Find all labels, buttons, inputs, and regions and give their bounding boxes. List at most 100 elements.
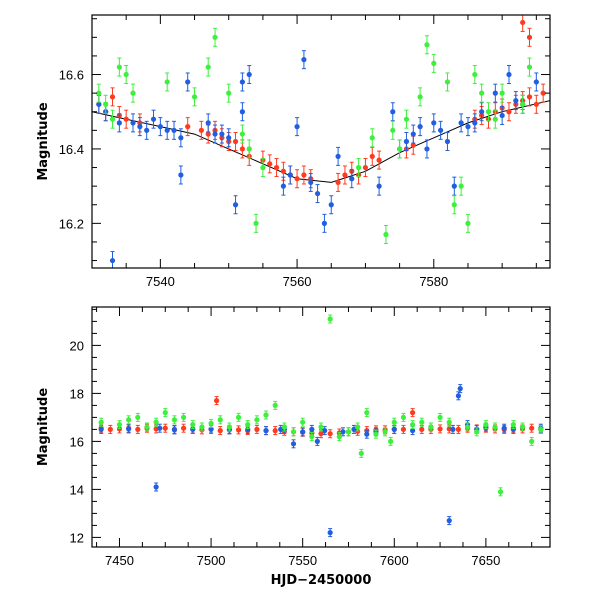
data-point-green-13: [253, 213, 259, 233]
data-point-green-5: [130, 83, 136, 103]
data-marker: [322, 428, 328, 434]
data-marker: [267, 161, 273, 167]
data-marker: [157, 124, 163, 130]
data-marker: [246, 146, 252, 152]
data-marker: [424, 42, 430, 48]
data-point-green-20: [290, 427, 297, 437]
data-marker: [410, 428, 416, 434]
data-marker: [245, 422, 251, 428]
data-point-green-26: [458, 176, 464, 196]
data-point-red-48: [529, 423, 535, 433]
data-point-blue-21: [246, 65, 252, 85]
data-marker: [181, 425, 187, 431]
data-marker: [199, 424, 205, 430]
data-marker: [153, 484, 159, 490]
data-marker: [239, 79, 245, 85]
data-point-green-11: [208, 418, 214, 428]
data-point-green-47: [529, 436, 535, 446]
data-point-green-21: [417, 87, 423, 107]
data-marker: [345, 429, 352, 435]
data-point-green-30: [485, 102, 492, 122]
data-marker: [239, 109, 245, 115]
data-marker: [246, 71, 252, 78]
data-point-blue-4: [130, 113, 136, 133]
data-point-blue-29: [328, 195, 334, 215]
data-marker: [98, 419, 104, 425]
data-point-green-33: [391, 417, 397, 427]
data-marker: [190, 422, 196, 428]
data-marker: [335, 153, 341, 159]
data-marker: [135, 414, 141, 420]
data-point-blue-9: [164, 120, 170, 140]
data-marker: [492, 424, 498, 430]
data-point-red-2: [109, 87, 116, 107]
data-marker: [520, 101, 526, 107]
data-marker: [212, 131, 218, 137]
data-marker: [455, 393, 461, 399]
data-marker: [245, 426, 251, 432]
data-point-green-16: [254, 415, 260, 425]
data-marker: [107, 426, 113, 432]
y-tick-label: 16.2: [59, 216, 84, 231]
data-marker: [391, 419, 397, 425]
data-point-green-22: [309, 432, 315, 442]
data-point-blue-14: [309, 424, 315, 434]
data-marker: [301, 57, 307, 63]
data-point-blue-28: [321, 213, 328, 233]
data-point-blue-27: [455, 391, 461, 401]
data-marker: [526, 34, 533, 40]
y-axis-title: Magnitude: [36, 102, 51, 181]
data-point-blue-9: [263, 426, 269, 436]
data-point-green-8: [181, 412, 187, 422]
data-point-green-32: [388, 436, 394, 446]
data-marker: [438, 127, 444, 133]
data-marker: [465, 124, 471, 130]
data-point-blue-26: [308, 172, 314, 192]
data-point-green-1: [103, 94, 109, 114]
data-marker: [123, 71, 129, 78]
data-marker: [342, 172, 348, 178]
data-point-red-17: [273, 158, 280, 178]
data-point-green-41: [474, 427, 480, 437]
data-marker: [98, 426, 104, 432]
data-point-red-38: [437, 424, 443, 434]
data-marker: [450, 426, 456, 432]
data-point-green-24: [327, 314, 333, 324]
data-point-blue-48: [499, 105, 505, 125]
data-point-green-0: [96, 83, 102, 103]
data-marker: [520, 19, 526, 26]
data-point-blue-12: [290, 439, 297, 449]
data-marker: [458, 183, 464, 189]
data-point-green-28: [472, 65, 478, 85]
data-marker: [109, 116, 116, 122]
y-tick-label: 16: [70, 434, 84, 449]
data-point-blue-15: [314, 436, 320, 446]
data-marker: [109, 257, 116, 264]
data-marker: [287, 172, 293, 178]
data-marker: [280, 183, 287, 189]
data-marker: [96, 90, 102, 96]
data-point-green-14: [235, 412, 242, 422]
data-marker: [178, 135, 184, 141]
data-marker: [171, 127, 177, 133]
data-point-blue-3: [157, 423, 163, 433]
data-point-green-46: [519, 422, 526, 432]
data-marker: [506, 109, 512, 115]
top-panel: 7540 7560 7580 16.2 16.4 16.6 Magnitude: [36, 14, 551, 289]
data-marker: [212, 34, 218, 40]
data-point-blue-1: [126, 424, 132, 434]
data-point-blue-15: [212, 124, 218, 144]
data-point-blue-44: [465, 117, 471, 137]
data-point-blue-13: [185, 72, 191, 92]
data-point-green-48: [538, 424, 544, 434]
data-marker: [321, 220, 328, 226]
data-marker: [472, 71, 478, 78]
data-marker: [362, 164, 369, 171]
data-point-green-9: [212, 27, 218, 47]
data-point-green-20: [403, 109, 410, 129]
data-marker: [226, 135, 232, 141]
data-point-green-13: [226, 422, 232, 432]
data-marker: [260, 164, 266, 171]
data-marker: [226, 424, 232, 430]
